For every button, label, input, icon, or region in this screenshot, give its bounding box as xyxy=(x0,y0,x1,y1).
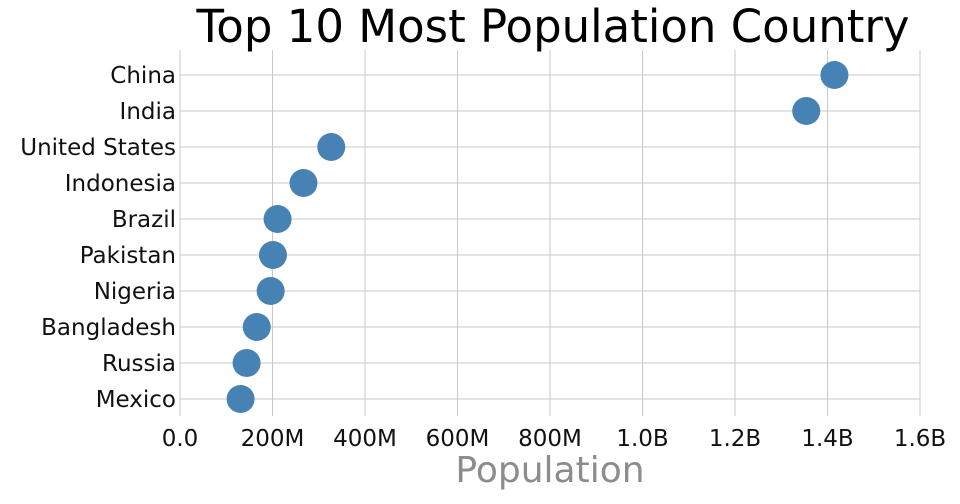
data-point xyxy=(226,385,255,413)
y-category-label: Brazil xyxy=(112,207,176,233)
data-point xyxy=(792,97,821,125)
x-tick-label: 800M xyxy=(518,426,582,452)
x-tick-label: 600M xyxy=(426,426,490,452)
data-point xyxy=(242,313,271,341)
x-tick-label: 0.0 xyxy=(162,426,199,452)
data-point xyxy=(256,277,285,305)
y-category-label: United States xyxy=(20,135,176,161)
y-category-label: Pakistan xyxy=(80,243,176,269)
grid-layer xyxy=(179,50,921,416)
y-category-label: Bangladesh xyxy=(41,315,176,341)
x-tick-label: 400M xyxy=(333,426,397,452)
chart-title: Top 10 Most Population Country xyxy=(195,0,909,53)
data-point xyxy=(289,169,318,197)
data-points xyxy=(226,61,849,413)
y-category-label: Mexico xyxy=(96,387,176,413)
y-category-label: Nigeria xyxy=(94,279,176,305)
x-tick-label: 1.0B xyxy=(616,426,668,452)
data-point xyxy=(820,61,849,89)
data-point xyxy=(232,349,261,377)
data-point xyxy=(258,241,287,269)
x-tick-label: 1.6B xyxy=(894,426,946,452)
y-category-label: India xyxy=(120,99,176,125)
y-category-label: Indonesia xyxy=(65,171,176,197)
x-tick-label: 1.2B xyxy=(709,426,761,452)
data-point xyxy=(317,133,346,161)
y-category-label: China xyxy=(110,63,176,89)
category-labels: China India United States Indonesia Brazil Pa… xyxy=(20,63,176,413)
x-axis-title: Population xyxy=(455,450,644,491)
x-tick-label: 1.4B xyxy=(801,426,853,452)
y-category-label: Russia xyxy=(102,351,176,377)
x-tick-labels: 0.0 200M 400M 600M 800M 1.0B 1.2B 1.4B 1.6B xyxy=(162,426,946,452)
x-tick-label: 200M xyxy=(241,426,305,452)
data-point xyxy=(263,205,292,233)
